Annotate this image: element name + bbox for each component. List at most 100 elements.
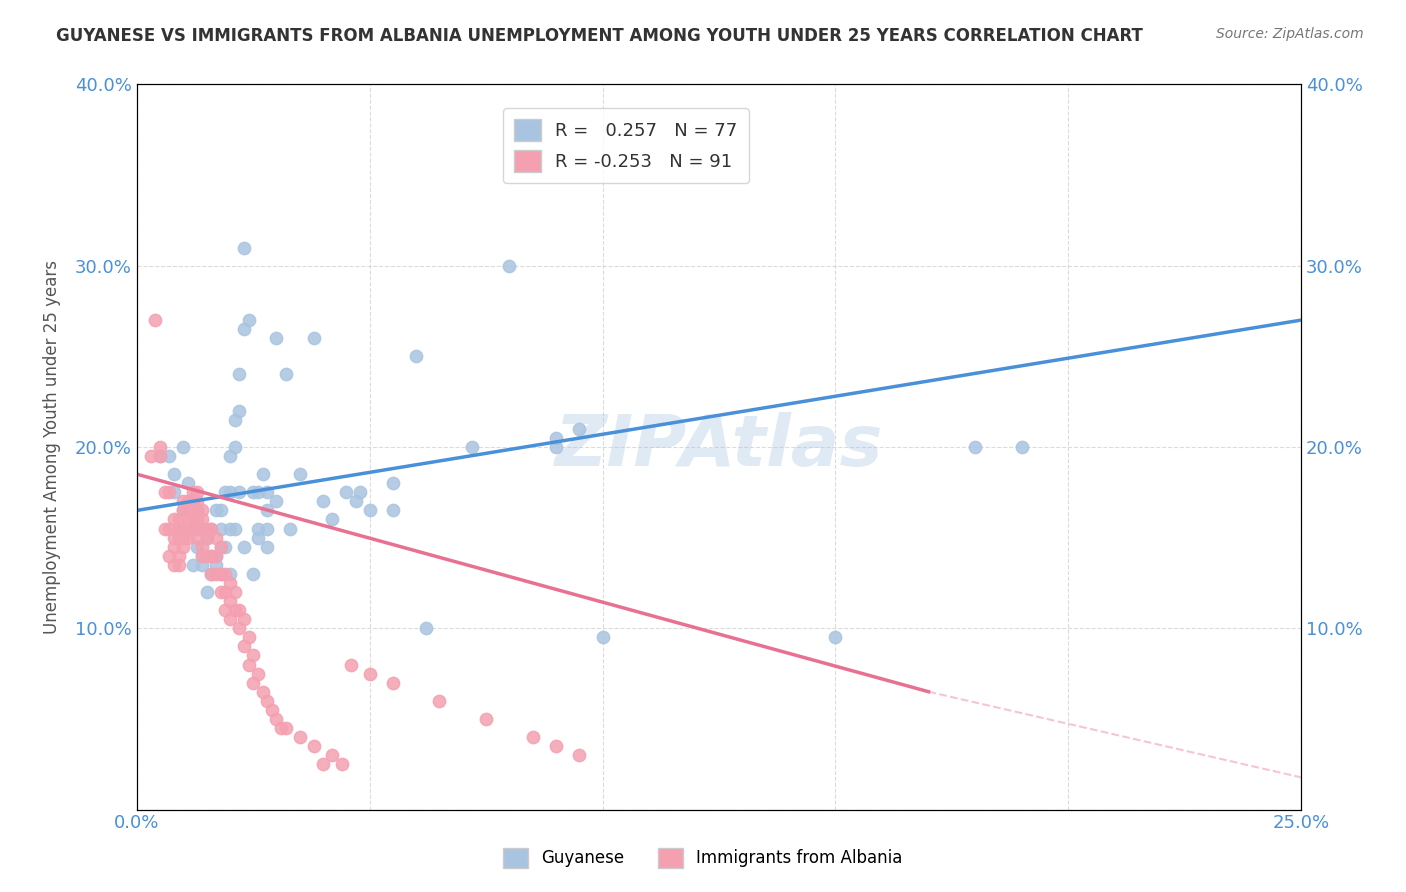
Point	[242, 485, 264, 500]
Point	[195, 522, 218, 536]
Point	[274, 368, 297, 382]
Point	[177, 512, 200, 526]
Point	[242, 648, 264, 663]
Point	[228, 603, 250, 617]
Point	[461, 440, 484, 454]
Point	[177, 522, 200, 536]
Point	[145, 313, 167, 327]
Point	[544, 440, 567, 454]
Point	[186, 522, 208, 536]
Point	[167, 522, 190, 536]
Point	[302, 739, 325, 753]
Point	[200, 566, 222, 581]
Point	[381, 476, 404, 491]
Point	[200, 549, 222, 563]
Point	[224, 585, 246, 599]
Point	[163, 485, 186, 500]
Point	[219, 485, 242, 500]
Point	[522, 730, 544, 744]
Point	[205, 503, 228, 517]
Point	[1011, 440, 1033, 454]
Point	[256, 540, 278, 554]
Text: ZIPAtlas: ZIPAtlas	[555, 412, 883, 482]
Legend: Guyanese, Immigrants from Albania: Guyanese, Immigrants from Albania	[496, 841, 910, 875]
Point	[195, 549, 218, 563]
Point	[157, 449, 180, 463]
Point	[167, 531, 190, 545]
Point	[153, 485, 176, 500]
Point	[172, 522, 194, 536]
Point	[219, 449, 242, 463]
Point	[186, 540, 208, 554]
Point	[415, 621, 437, 635]
Point	[205, 549, 228, 563]
Point	[228, 621, 250, 635]
Point	[186, 503, 208, 517]
Point	[228, 485, 250, 500]
Point	[274, 721, 297, 735]
Point	[219, 612, 242, 626]
Point	[214, 485, 236, 500]
Point	[219, 522, 242, 536]
Point	[568, 422, 591, 436]
Point	[195, 585, 218, 599]
Point	[167, 549, 190, 563]
Point	[205, 531, 228, 545]
Point	[498, 259, 520, 273]
Point	[191, 549, 214, 563]
Point	[177, 476, 200, 491]
Point	[224, 413, 246, 427]
Point	[256, 522, 278, 536]
Point	[200, 549, 222, 563]
Point	[288, 467, 311, 482]
Point	[205, 558, 228, 572]
Point	[139, 449, 162, 463]
Point	[191, 522, 214, 536]
Point	[214, 566, 236, 581]
Point	[172, 531, 194, 545]
Point	[280, 522, 302, 536]
Point	[181, 522, 204, 536]
Point	[163, 540, 186, 554]
Point	[335, 485, 357, 500]
Point	[191, 540, 214, 554]
Point	[288, 730, 311, 744]
Point	[191, 558, 214, 572]
Point	[214, 540, 236, 554]
Point	[224, 522, 246, 536]
Point	[256, 694, 278, 708]
Point	[153, 522, 176, 536]
Point	[209, 566, 232, 581]
Point	[177, 503, 200, 517]
Point	[172, 440, 194, 454]
Point	[256, 503, 278, 517]
Point	[266, 494, 288, 508]
Point	[186, 494, 208, 508]
Point	[200, 522, 222, 536]
Point	[200, 566, 222, 581]
Point	[228, 403, 250, 417]
Point	[266, 331, 288, 345]
Point	[157, 485, 180, 500]
Point	[181, 558, 204, 572]
Point	[344, 494, 367, 508]
Point	[246, 522, 269, 536]
Point	[321, 748, 343, 763]
Point	[181, 485, 204, 500]
Point	[163, 467, 186, 482]
Point	[252, 684, 274, 698]
Point	[205, 549, 228, 563]
Point	[340, 657, 363, 672]
Point	[242, 675, 264, 690]
Point	[592, 630, 614, 644]
Point	[163, 558, 186, 572]
Point	[209, 566, 232, 581]
Point	[209, 503, 232, 517]
Point	[186, 531, 208, 545]
Point	[359, 666, 381, 681]
Point	[209, 540, 232, 554]
Point	[172, 503, 194, 517]
Point	[167, 512, 190, 526]
Point	[312, 757, 335, 772]
Point	[177, 531, 200, 545]
